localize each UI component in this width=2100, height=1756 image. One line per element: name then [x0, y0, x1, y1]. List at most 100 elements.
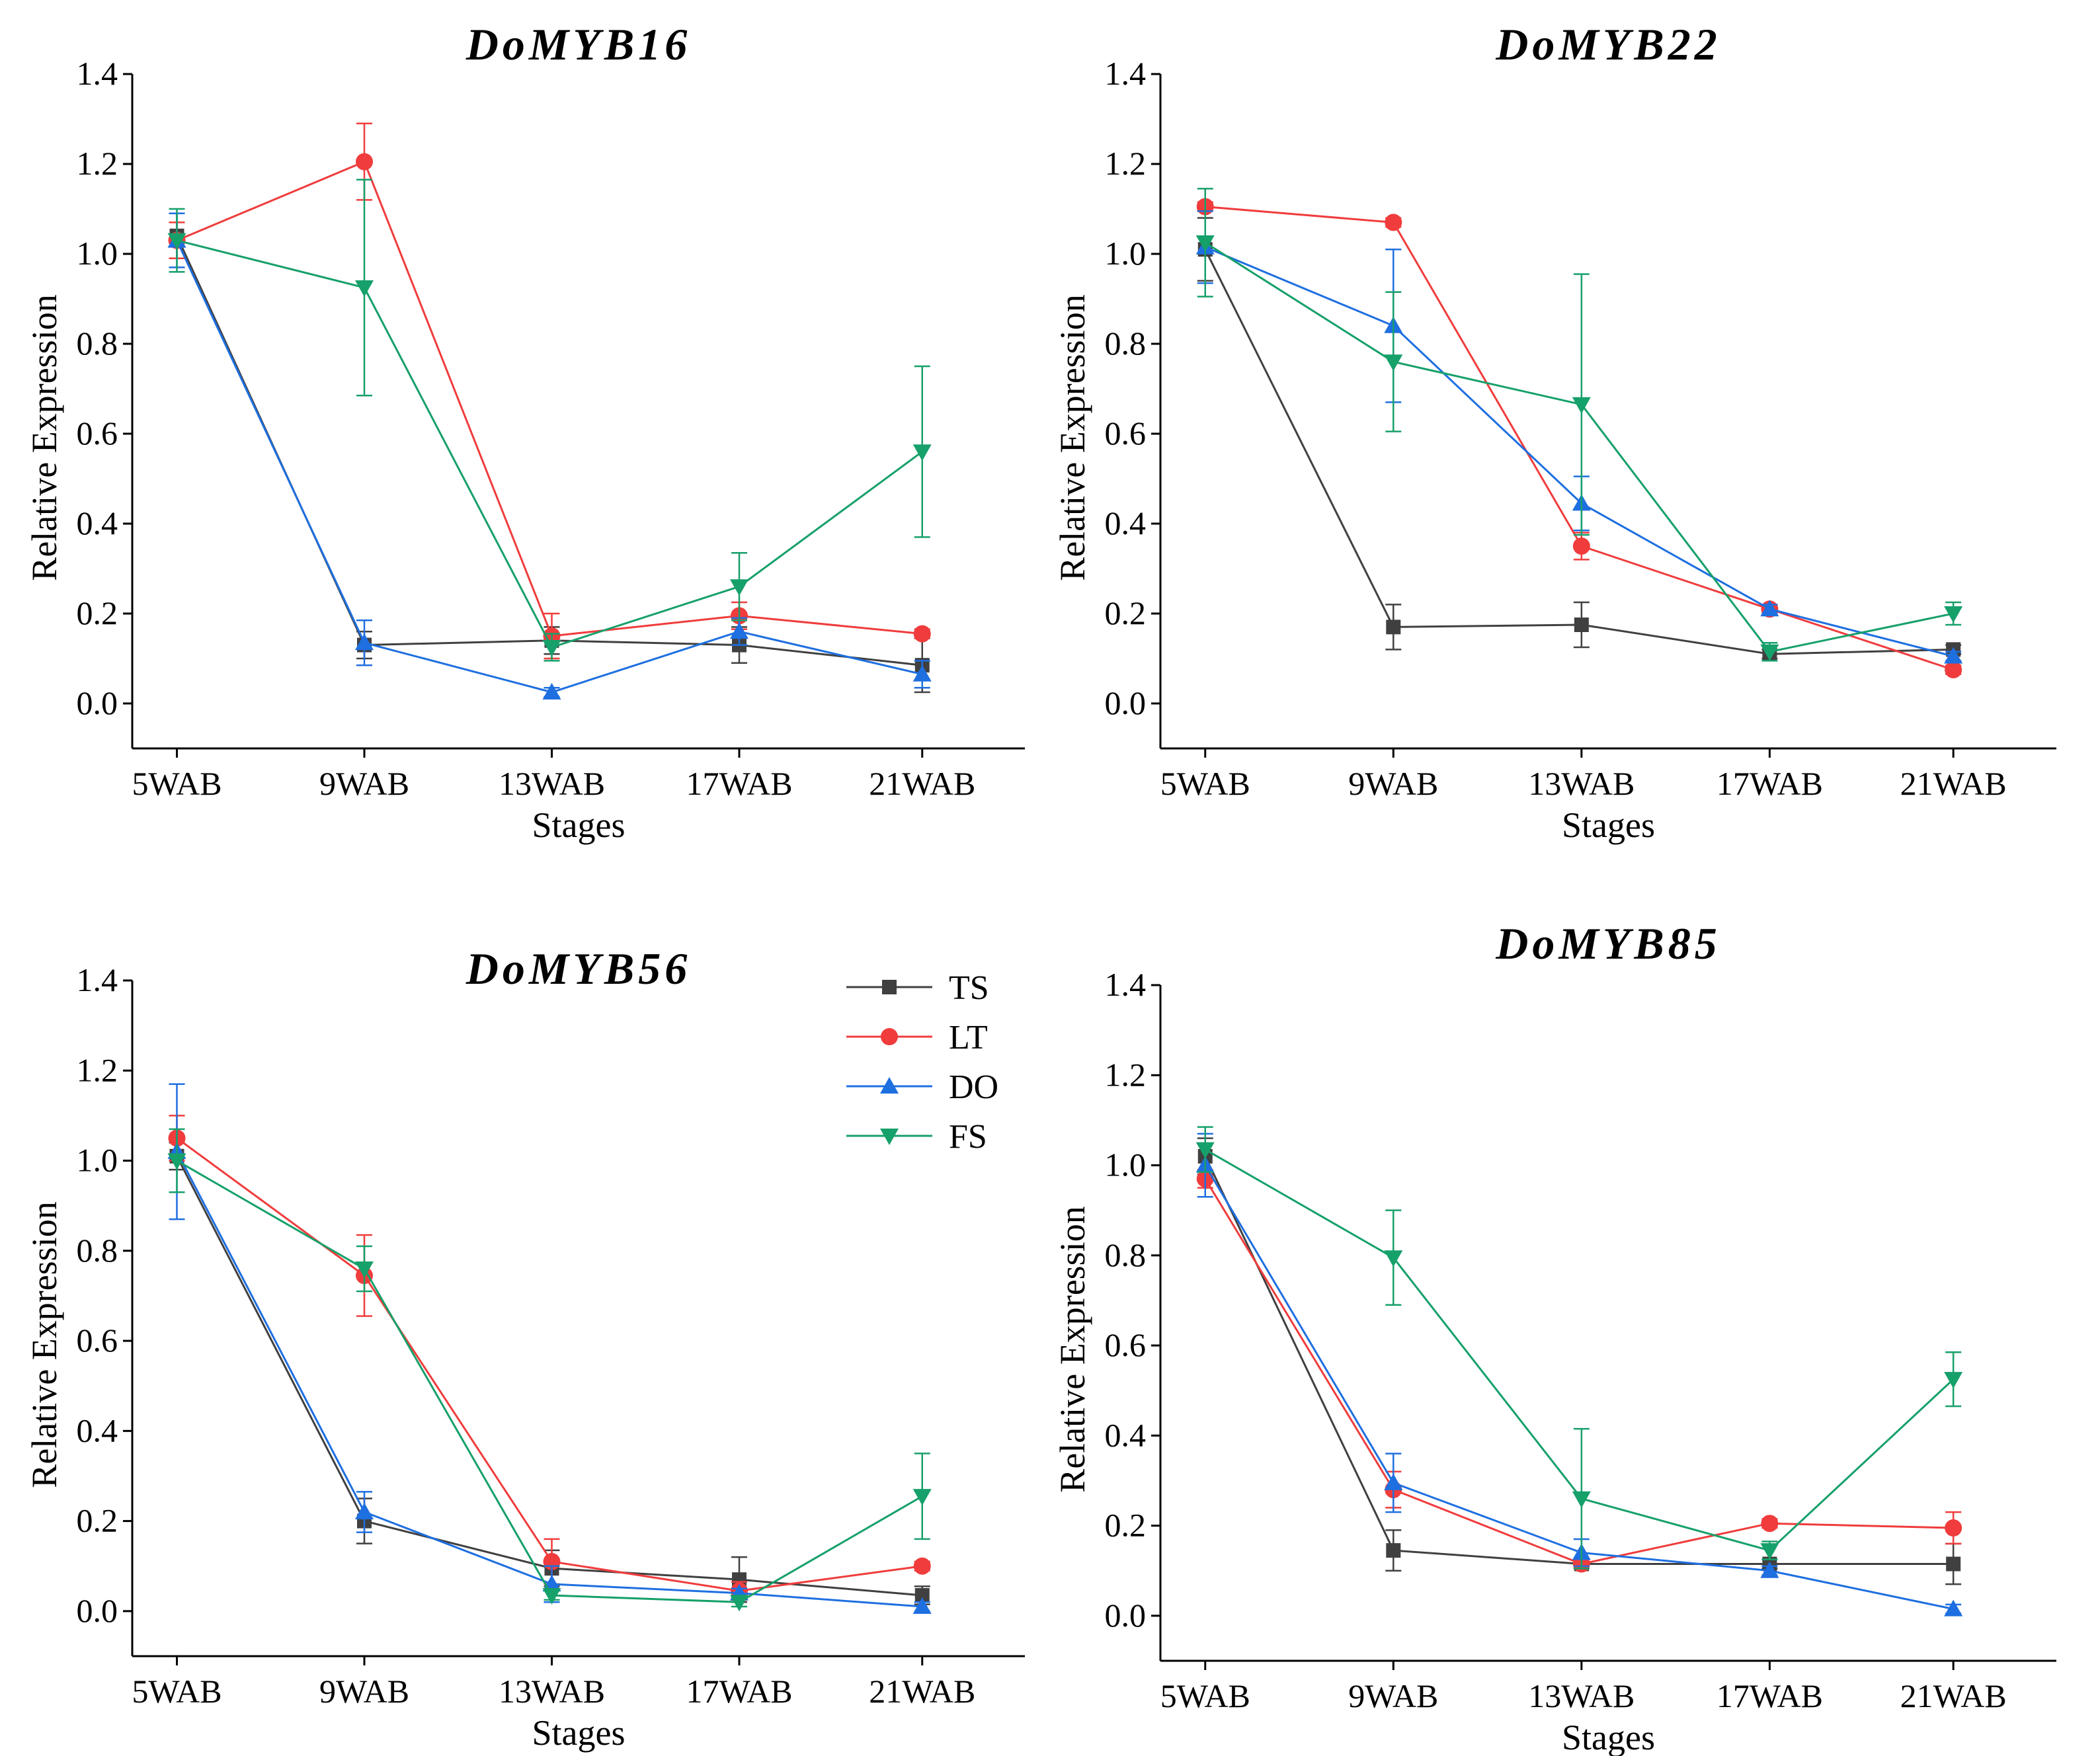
y-tick-label: 1.2	[1105, 145, 1147, 182]
marker-legend-TS-0	[882, 980, 897, 994]
y-tick-label: 1.4	[77, 961, 118, 998]
marker-TS-4	[914, 1588, 930, 1603]
marker-LT-4	[913, 625, 931, 643]
marker-DO-3	[730, 622, 748, 639]
x-tick-label: 17WAB	[686, 765, 792, 802]
x-axis-title: Stages	[1562, 805, 1655, 845]
marker-DO-1	[355, 1502, 374, 1519]
x-tick-label: 9WAB	[1348, 765, 1438, 802]
y-tick-label: 1.0	[1105, 235, 1147, 272]
panel-title: DoMYB56	[465, 943, 691, 994]
marker-legend-FS-3	[880, 1129, 899, 1145]
series-line-LT	[1204, 1178, 1954, 1566]
y-tick-label: 0.4	[1105, 1416, 1147, 1453]
x-tick-label: 9WAB	[319, 1673, 409, 1710]
chart-panel-DoMYB85: 0.0 0.2 0.4 0.6 0.8 1.0 1.2 1.4 5WAB 9WAB 13WAB 17W…	[1053, 918, 2056, 1756]
marker-FS-2	[1572, 1491, 1591, 1508]
marker-DO-3	[1760, 600, 1779, 617]
marker-LT-1	[1385, 214, 1402, 231]
marker-FS-1	[1384, 1250, 1403, 1267]
marker-legend-DO-2	[880, 1077, 899, 1094]
x-tick-label: 9WAB	[319, 765, 409, 802]
y-tick-label: 1.2	[77, 1051, 118, 1088]
marker-LT-3	[1761, 1515, 1779, 1533]
marker-DO-1	[1384, 1473, 1403, 1490]
x-tick-label: 21WAB	[869, 1673, 975, 1710]
series-DO	[1195, 210, 1963, 664]
marker-FS-0	[167, 1153, 186, 1170]
marker-FS-3	[730, 1595, 748, 1612]
series-line-TS	[176, 235, 922, 666]
marker-FS-3	[1760, 1543, 1779, 1560]
marker-FS-4	[1944, 1372, 1963, 1389]
x-tick-label: 13WAB	[499, 765, 605, 802]
y-tick-label: 1.0	[1105, 1146, 1147, 1183]
x-tick-label: 5WAB	[132, 765, 222, 802]
x-tick-label: 5WAB	[132, 1673, 222, 1710]
marker-FS-1	[355, 280, 374, 297]
marker-DO-3	[1760, 1561, 1779, 1578]
series-line-DO	[176, 239, 923, 694]
marker-FS-0	[1195, 235, 1215, 252]
y-axis-title: Relative Expression	[24, 294, 64, 580]
x-tick-label: 21WAB	[1900, 1677, 2007, 1714]
series-line-FS	[177, 239, 923, 649]
y-tick-label: 1.4	[77, 55, 118, 92]
panel-title: DoMYB22	[1495, 19, 1720, 69]
y-tick-label: 0.4	[77, 504, 118, 541]
marker-FS-4	[912, 1489, 932, 1506]
legend: TS LT DO FS	[846, 969, 998, 1156]
series-line-DO	[1205, 246, 1954, 658]
panel-title: DoMYB16	[465, 19, 691, 69]
chart-panel-DoMYB16: 0.0 0.2 0.4 0.6 0.8 1.0 1.2 1.4 5WAB 9WAB 13WAB 17W…	[24, 19, 1025, 845]
x-tick-label: 21WAB	[869, 765, 975, 802]
marker-TS-4	[1946, 1556, 1961, 1572]
series-LT	[1196, 198, 1962, 678]
y-tick-label: 0.6	[1105, 1326, 1147, 1363]
legend-label-FS: FS	[949, 1118, 987, 1156]
y-tick-label: 1.0	[77, 1142, 118, 1179]
x-tick-label: 5WAB	[1160, 765, 1250, 802]
y-axis-title: Relative Expression	[1053, 1206, 1092, 1492]
x-tick-label: 13WAB	[499, 1673, 605, 1710]
marker-DO-2	[542, 683, 561, 699]
x-axis-title: Stages	[1562, 1718, 1655, 1756]
series-line-FS	[1205, 1148, 1955, 1552]
legend-label-TS: TS	[949, 969, 989, 1007]
marker-TS-2	[1574, 618, 1589, 632]
marker-FS-0	[167, 233, 186, 250]
series-TS	[1197, 217, 1962, 662]
series-DO	[167, 1083, 932, 1615]
y-tick-label: 0.6	[77, 415, 118, 452]
y-tick-label: 0.8	[1105, 325, 1147, 362]
y-tick-label: 1.2	[77, 145, 118, 182]
marker-FS-2	[542, 640, 561, 657]
series-line-TS	[1204, 249, 1954, 655]
x-axis-title: Stages	[532, 1713, 626, 1753]
series-line-FS	[1204, 241, 1954, 653]
y-tick-label: 0.4	[77, 1412, 118, 1449]
chart-panel-DoMYB22: 0.0 0.2 0.4 0.6 0.8 1.0 1.2 1.4 5WAB 9WAB 13WAB 17W…	[1053, 19, 2056, 845]
series-line-LT	[1205, 206, 1954, 671]
series-line-FS	[176, 1160, 923, 1603]
y-axis-title: Relative Expression	[1053, 294, 1092, 580]
x-tick-label: 17WAB	[1716, 1677, 1823, 1714]
y-tick-label: 0.4	[1105, 504, 1147, 541]
y-tick-label: 0.2	[77, 1502, 118, 1539]
series-FS	[1195, 188, 1963, 662]
x-tick-label: 13WAB	[1528, 765, 1635, 802]
series-FS	[1195, 1126, 1963, 1570]
series-LT	[1196, 1169, 1962, 1573]
y-tick-label: 0.0	[1105, 684, 1147, 721]
series-TS	[169, 1142, 930, 1605]
marker-LT-1	[356, 153, 373, 171]
chart-panel-DoMYB56: 0.0 0.2 0.4 0.6 0.8 1.0 1.2 1.4 5WAB 9WAB 13WAB 17W…	[24, 943, 1025, 1753]
y-tick-label: 1.4	[1105, 55, 1147, 92]
marker-FS-3	[1760, 644, 1779, 661]
x-tick-label: 5WAB	[1160, 1677, 1250, 1714]
marker-DO-4	[1944, 1599, 1963, 1616]
y-axis-title: Relative Expression	[24, 1201, 64, 1488]
marker-FS-3	[730, 579, 748, 596]
legend-label-LT: LT	[949, 1019, 988, 1057]
